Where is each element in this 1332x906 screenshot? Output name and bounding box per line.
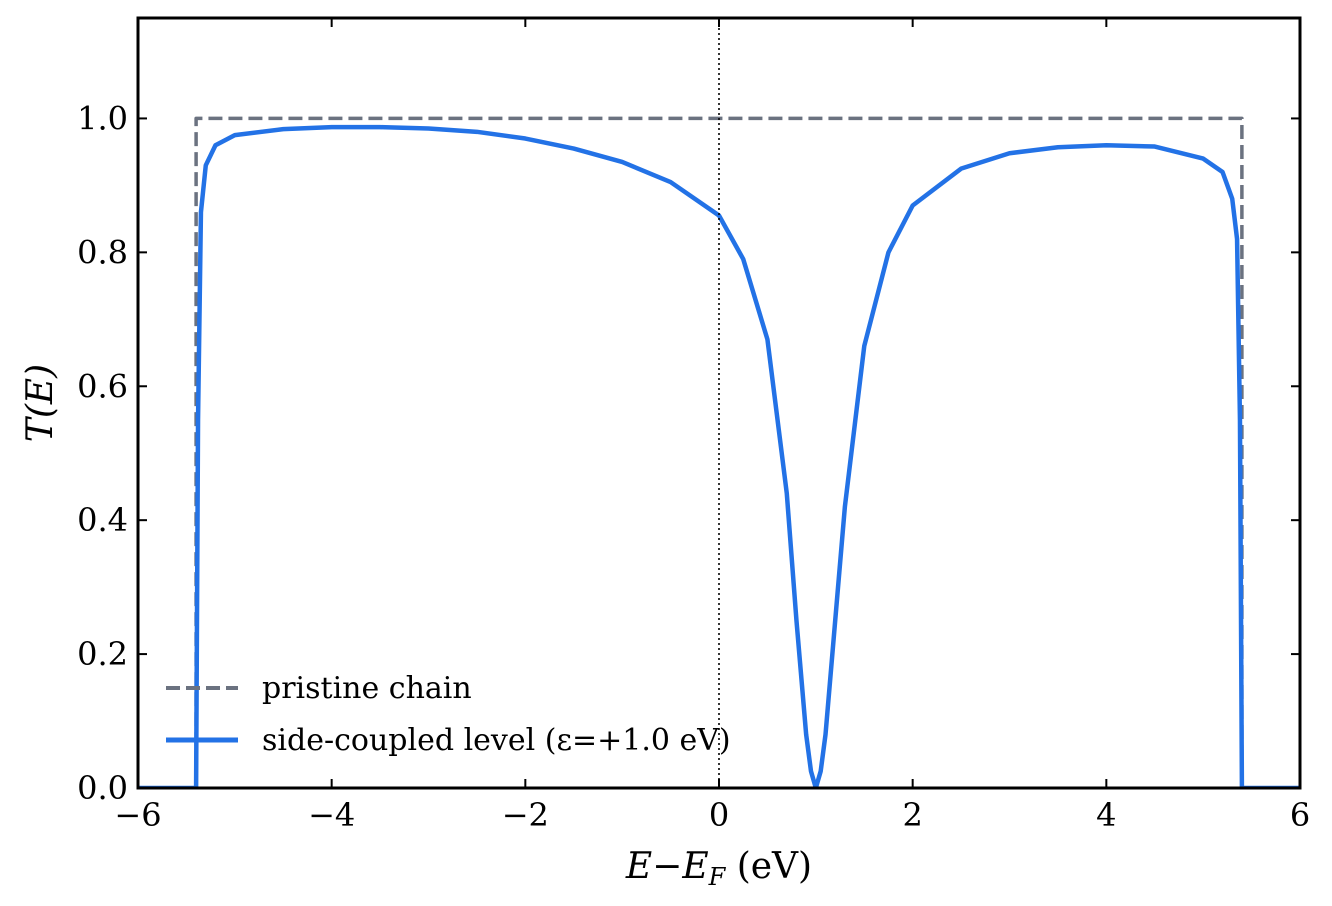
x-tick-label: −6 <box>114 796 161 834</box>
x-tick-label: 2 <box>902 796 922 834</box>
y-tick-label: 0.8 <box>77 233 128 271</box>
x-tick-label: −2 <box>502 796 549 834</box>
y-tick-label: 0.6 <box>77 367 128 405</box>
y-tick-label: 0.2 <box>77 635 128 673</box>
legend-label-2: side-coupled level (ε=+1.0 eV) <box>262 723 731 758</box>
legend: pristine chain side-coupled level (ε=+1.0… <box>166 671 731 758</box>
series-line-2 <box>138 124 1300 788</box>
y-axis-label: T(E) <box>20 364 61 442</box>
tick-layer: −6 −4 −2 0 2 4 6 0.0 0.2 0.4 0.6 0.8 1.0 <box>77 18 1310 834</box>
x-tick-label: 0 <box>709 796 729 834</box>
x-tick-label: 6 <box>1290 796 1310 834</box>
y-tick-label: 0.0 <box>77 769 128 807</box>
x-tick-label: 4 <box>1096 796 1116 834</box>
y-tick-label: 1.0 <box>77 99 128 137</box>
y-tick-label: 0.4 <box>77 501 128 539</box>
x-axis-label: E−EF (eV) <box>625 846 812 891</box>
legend-label-1: pristine chain <box>262 671 472 706</box>
x-tick-label: −4 <box>308 796 355 834</box>
